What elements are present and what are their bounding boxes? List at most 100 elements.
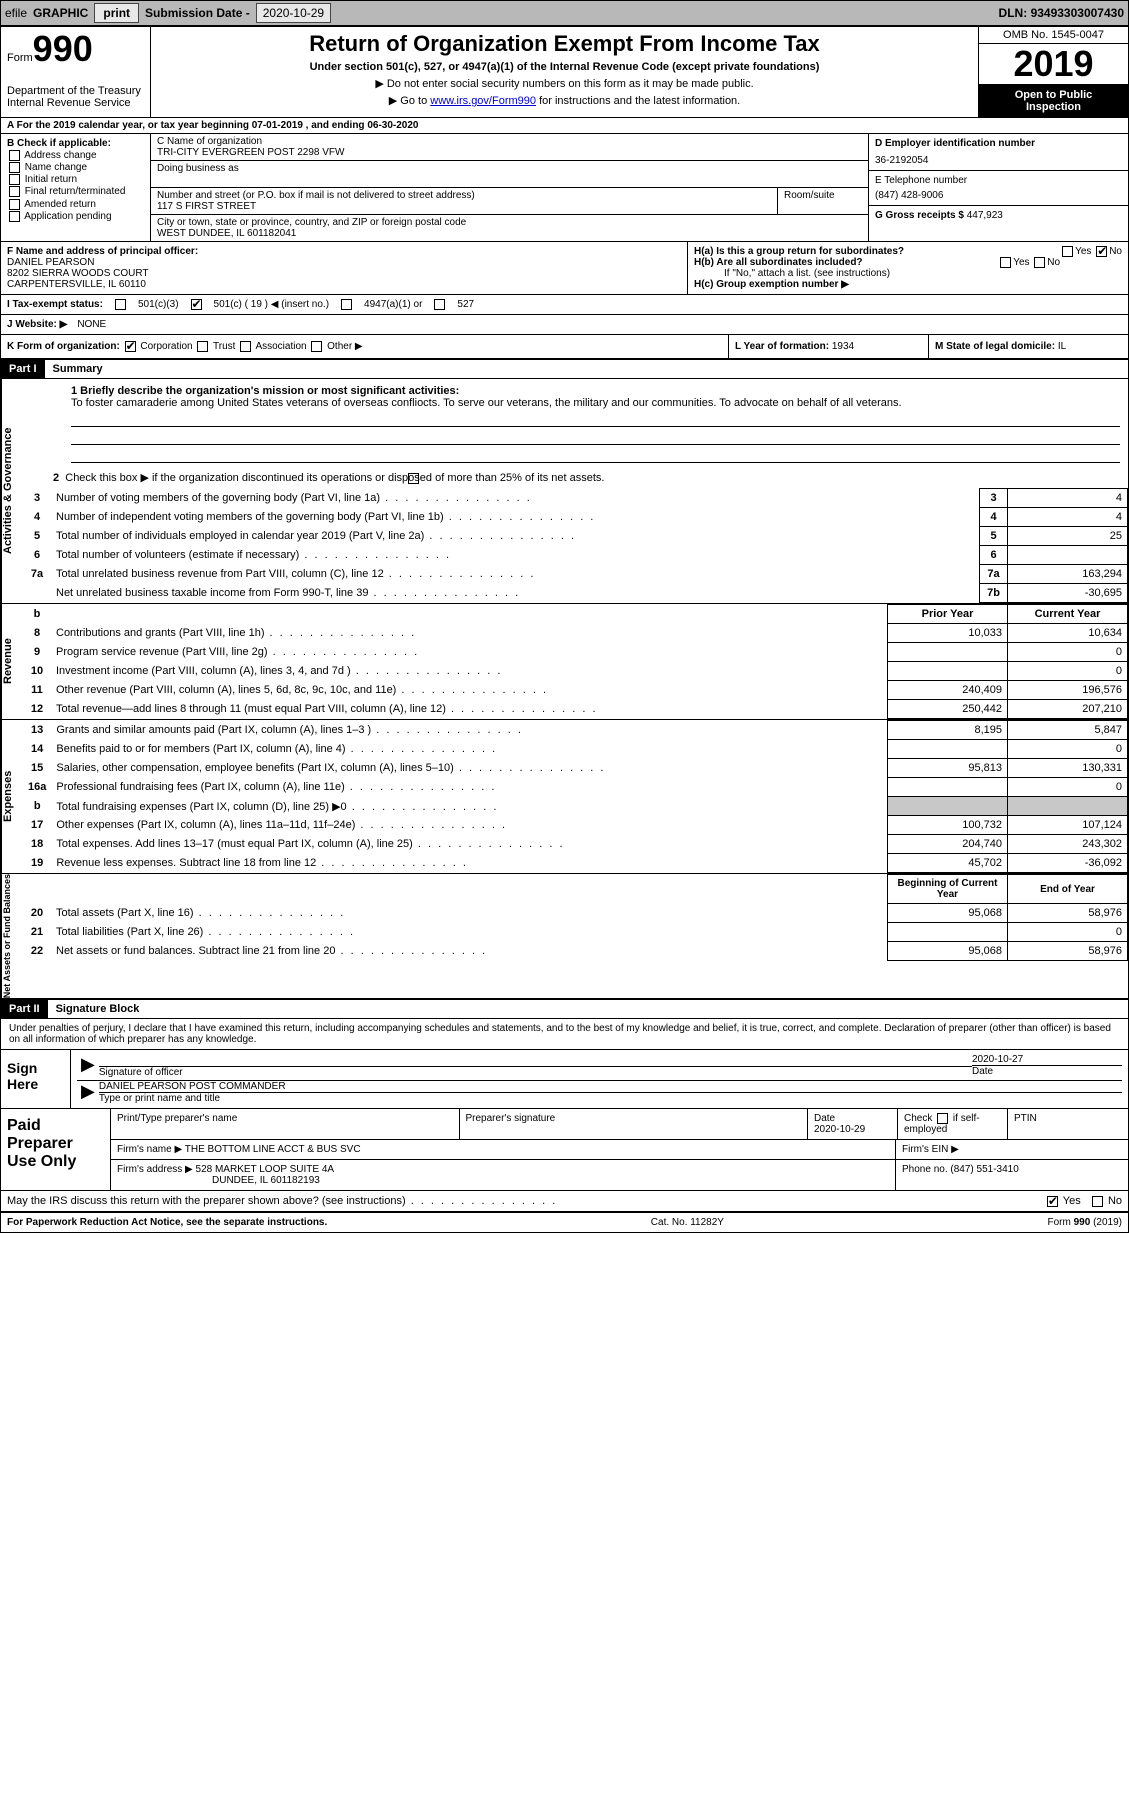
table-row: 21 Total liabilities (Part X, line 26) 0 (23, 923, 1128, 942)
chk-initial-return[interactable]: Initial return (7, 174, 144, 185)
row-klm: K Form of organization: Corporation Trus… (1, 335, 1128, 360)
sig-date: 2020-10-27 (972, 1054, 1122, 1065)
form-note2: ▶ Go to www.irs.gov/Form990 for instruct… (157, 94, 972, 107)
block-activities-governance: Activities & Governance 1 Briefly descri… (1, 379, 1128, 604)
header-left: Form990 Department of the Treasury Inter… (1, 27, 151, 117)
hb-no[interactable] (1034, 257, 1045, 268)
k-other[interactable] (311, 341, 322, 352)
tax-year: 2019 (979, 44, 1128, 85)
ha-yes[interactable] (1062, 246, 1073, 257)
header-right: OMB No. 1545-0047 2019 Open to Public In… (978, 27, 1128, 117)
irs: Internal Revenue Service (7, 97, 144, 109)
irs-link[interactable]: www.irs.gov/Form990 (430, 95, 536, 107)
l2-checkbox[interactable] (408, 473, 419, 484)
discuss-row: May the IRS discuss this return with the… (1, 1191, 1128, 1213)
i-4947[interactable] (341, 299, 352, 310)
chk-final-return[interactable]: Final return/terminated (7, 186, 144, 197)
part2-title: Signature Block (48, 1003, 140, 1015)
sig-name: DANIEL PEARSON POST COMMANDER (99, 1081, 1122, 1092)
i-527[interactable] (434, 299, 445, 310)
block-revenue: Revenue b Prior Year Current Year8 Contr… (1, 604, 1128, 720)
table-row: 14 Benefits paid to or for members (Part… (23, 740, 1128, 759)
part1-header-row: Part I Summary (1, 360, 1128, 379)
k-corp[interactable] (125, 341, 136, 352)
table-row: 9 Program service revenue (Part VIII, li… (23, 643, 1128, 662)
chk-amended[interactable]: Amended return (7, 199, 144, 210)
prep-row1: Print/Type preparer's name Preparer's si… (111, 1109, 1128, 1140)
c-name-label: C Name of organization (157, 136, 862, 147)
row-a-text: A For the 2019 calendar year, or tax yea… (7, 120, 418, 131)
self-employed-checkbox[interactable] (937, 1113, 948, 1124)
city-label: City or town, state or province, country… (157, 217, 862, 228)
table-row: 19 Revenue less expenses. Subtract line … (23, 854, 1128, 873)
j-label: J Website: ▶ (7, 319, 67, 330)
c-name-cell: C Name of organization TRI-CITY EVERGREE… (151, 134, 868, 161)
table-revenue: b Prior Year Current Year8 Contributions… (23, 604, 1128, 719)
prep-row3: Firm's address ▶ 528 MARKET LOOP SUITE 4… (111, 1160, 1128, 1190)
table-row: 17 Other expenses (Part IX, column (A), … (23, 816, 1128, 835)
website-value: NONE (77, 319, 106, 330)
k-assoc[interactable] (240, 341, 251, 352)
l1-label: 1 Briefly describe the organization's mi… (71, 385, 459, 397)
table-row: 7a Total unrelated business revenue from… (23, 565, 1128, 584)
discuss-yes[interactable] (1047, 1196, 1058, 1207)
i-label: I Tax-exempt status: (7, 299, 103, 310)
d-ein-cell: D Employer identification number 36-2192… (869, 134, 1128, 171)
sig-declaration: Under penalties of perjury, I declare th… (1, 1019, 1128, 1050)
chk-address-change[interactable]: Address change (7, 150, 144, 161)
sig-date-label: Date (972, 1065, 1122, 1077)
table-row: 3 Number of voting members of the govern… (23, 489, 1128, 508)
table-row: b Total fundraising expenses (Part IX, c… (23, 797, 1128, 816)
form-number: 990 (33, 28, 93, 69)
form-990: Form990 Department of the Treasury Inter… (0, 26, 1129, 1233)
firm-phone: Phone no. (847) 551-3410 (896, 1160, 1128, 1190)
phone-label: E Telephone number (875, 175, 1122, 186)
i-501c[interactable] (191, 299, 202, 310)
discuss-no[interactable] (1092, 1196, 1103, 1207)
street: 117 S FIRST STREET (157, 201, 771, 212)
street-label: Number and street (or P.O. box if mail i… (157, 190, 771, 201)
side-ag: Activities & Governance (1, 379, 23, 603)
ein-value: 36-2192054 (875, 155, 1122, 166)
firm-label: Firm's name ▶ (117, 1144, 182, 1155)
prep-self-employed: Check if self-employed (898, 1109, 1008, 1139)
sign-here-body: ▶ Signature of officer 2020-10-27 Date ▶… (71, 1050, 1128, 1108)
city: WEST DUNDEE, IL 601182041 (157, 228, 862, 239)
block-expenses: Expenses 13 Grants and similar amounts p… (1, 720, 1128, 874)
footer-center: Cat. No. 11282Y (651, 1217, 724, 1228)
paid-preparer: Paid Preparer Use Only Print/Type prepar… (1, 1109, 1128, 1191)
b-header: B Check if applicable: (7, 138, 111, 149)
room-label: Room/suite (778, 188, 868, 214)
part1-title: Summary (45, 363, 103, 375)
k-trust[interactable] (197, 341, 208, 352)
paid-preparer-body: Print/Type preparer's name Preparer's si… (111, 1109, 1128, 1190)
hb-text: H(b) Are all subordinates included? (694, 257, 863, 268)
print-button[interactable]: print (94, 3, 139, 23)
col-c: C Name of organization TRI-CITY EVERGREE… (151, 134, 868, 241)
line1-mission: 1 Briefly describe the organization's mi… (23, 379, 1128, 467)
submission-date: 2020-10-29 (256, 3, 331, 23)
col-deg: D Employer identification number 36-2192… (868, 134, 1128, 241)
hb-yes[interactable] (1000, 257, 1011, 268)
note2-prefix: ▶ Go to (389, 95, 430, 107)
table-row: 20 Total assets (Part X, line 16) 95,068… (23, 904, 1128, 923)
i-501c3[interactable] (115, 299, 126, 310)
k-form-org: K Form of organization: Corporation Trus… (1, 335, 728, 358)
row-fh: F Name and address of principal officer:… (1, 242, 1128, 295)
block-net-assets: Net Assets or Fund Balances Beginning of… (1, 874, 1128, 1000)
table-row: 8 Contributions and grants (Part VIII, l… (23, 624, 1128, 643)
table-row: 16a Professional fundraising fees (Part … (23, 778, 1128, 797)
form-note1: ▶ Do not enter social security numbers o… (157, 77, 972, 90)
firm-address: Firm's address ▶ 528 MARKET LOOP SUITE 4… (111, 1160, 896, 1190)
arrow-icon-2: ▶ (77, 1081, 99, 1104)
ha-no[interactable] (1096, 246, 1107, 257)
table-row: 10 Investment income (Part VIII, column … (23, 662, 1128, 681)
pub1: Open to Public (981, 89, 1126, 101)
chk-name-change[interactable]: Name change (7, 162, 144, 173)
row-j-website: J Website: ▶ NONE (1, 315, 1128, 335)
chk-pending[interactable]: Application pending (7, 211, 144, 222)
discuss-text: May the IRS discuss this return with the… (7, 1195, 1045, 1207)
org-name: TRI-CITY EVERGREEN POST 2298 VFW (157, 147, 862, 158)
sign-here-label: Sign Here (1, 1050, 71, 1108)
c-dba-cell: Doing business as (151, 161, 868, 188)
